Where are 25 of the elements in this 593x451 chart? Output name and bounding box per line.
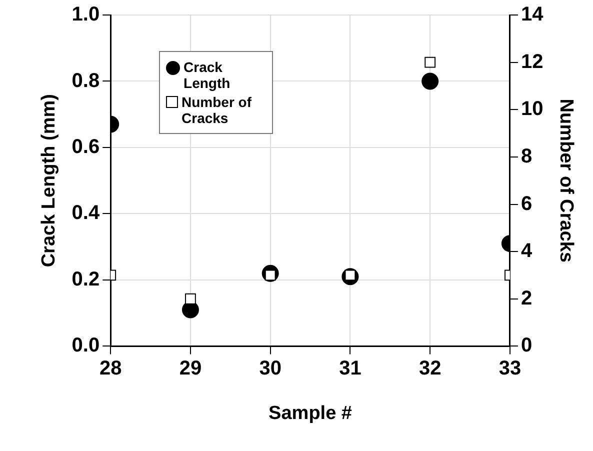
y2-tick-label: 14 (520, 4, 544, 26)
y-tick-label: 0.2 (72, 268, 100, 290)
y2-tick-label: 4 (520, 240, 533, 262)
y2-axis-title: Number of Cracks (555, 98, 576, 262)
x-tick-label: 28 (99, 358, 122, 380)
x-axis-title: Sample # (268, 402, 352, 424)
x-tick-label: 31 (339, 358, 362, 380)
y-tick-label: 0.4 (72, 202, 100, 224)
y2-tick-label: 12 (520, 50, 544, 73)
y-tick-label: 1.0 (72, 4, 100, 26)
y-tick-label: 0.0 (72, 334, 100, 357)
y2-tick-label: 10 (520, 98, 544, 120)
x-tick-label: 33 (498, 358, 522, 380)
y2-tick-label: 8 (520, 145, 532, 168)
y2-tick-label: 2 (520, 287, 532, 310)
x-tick-label: 30 (259, 358, 282, 380)
y-tick-label: 0.6 (72, 136, 100, 158)
x-tick-label: 32 (418, 358, 442, 380)
y2-tick-label: 6 (520, 192, 532, 215)
x-tick-label: 29 (179, 358, 202, 380)
y2-tick-label: 0 (520, 334, 532, 357)
y-axis-title: Crack Length (mm) (38, 94, 60, 268)
y-tick-label: 0.8 (72, 70, 100, 92)
legend-label: Crack Length (184, 59, 232, 92)
legend-label: Number of Cracks (182, 94, 253, 126)
